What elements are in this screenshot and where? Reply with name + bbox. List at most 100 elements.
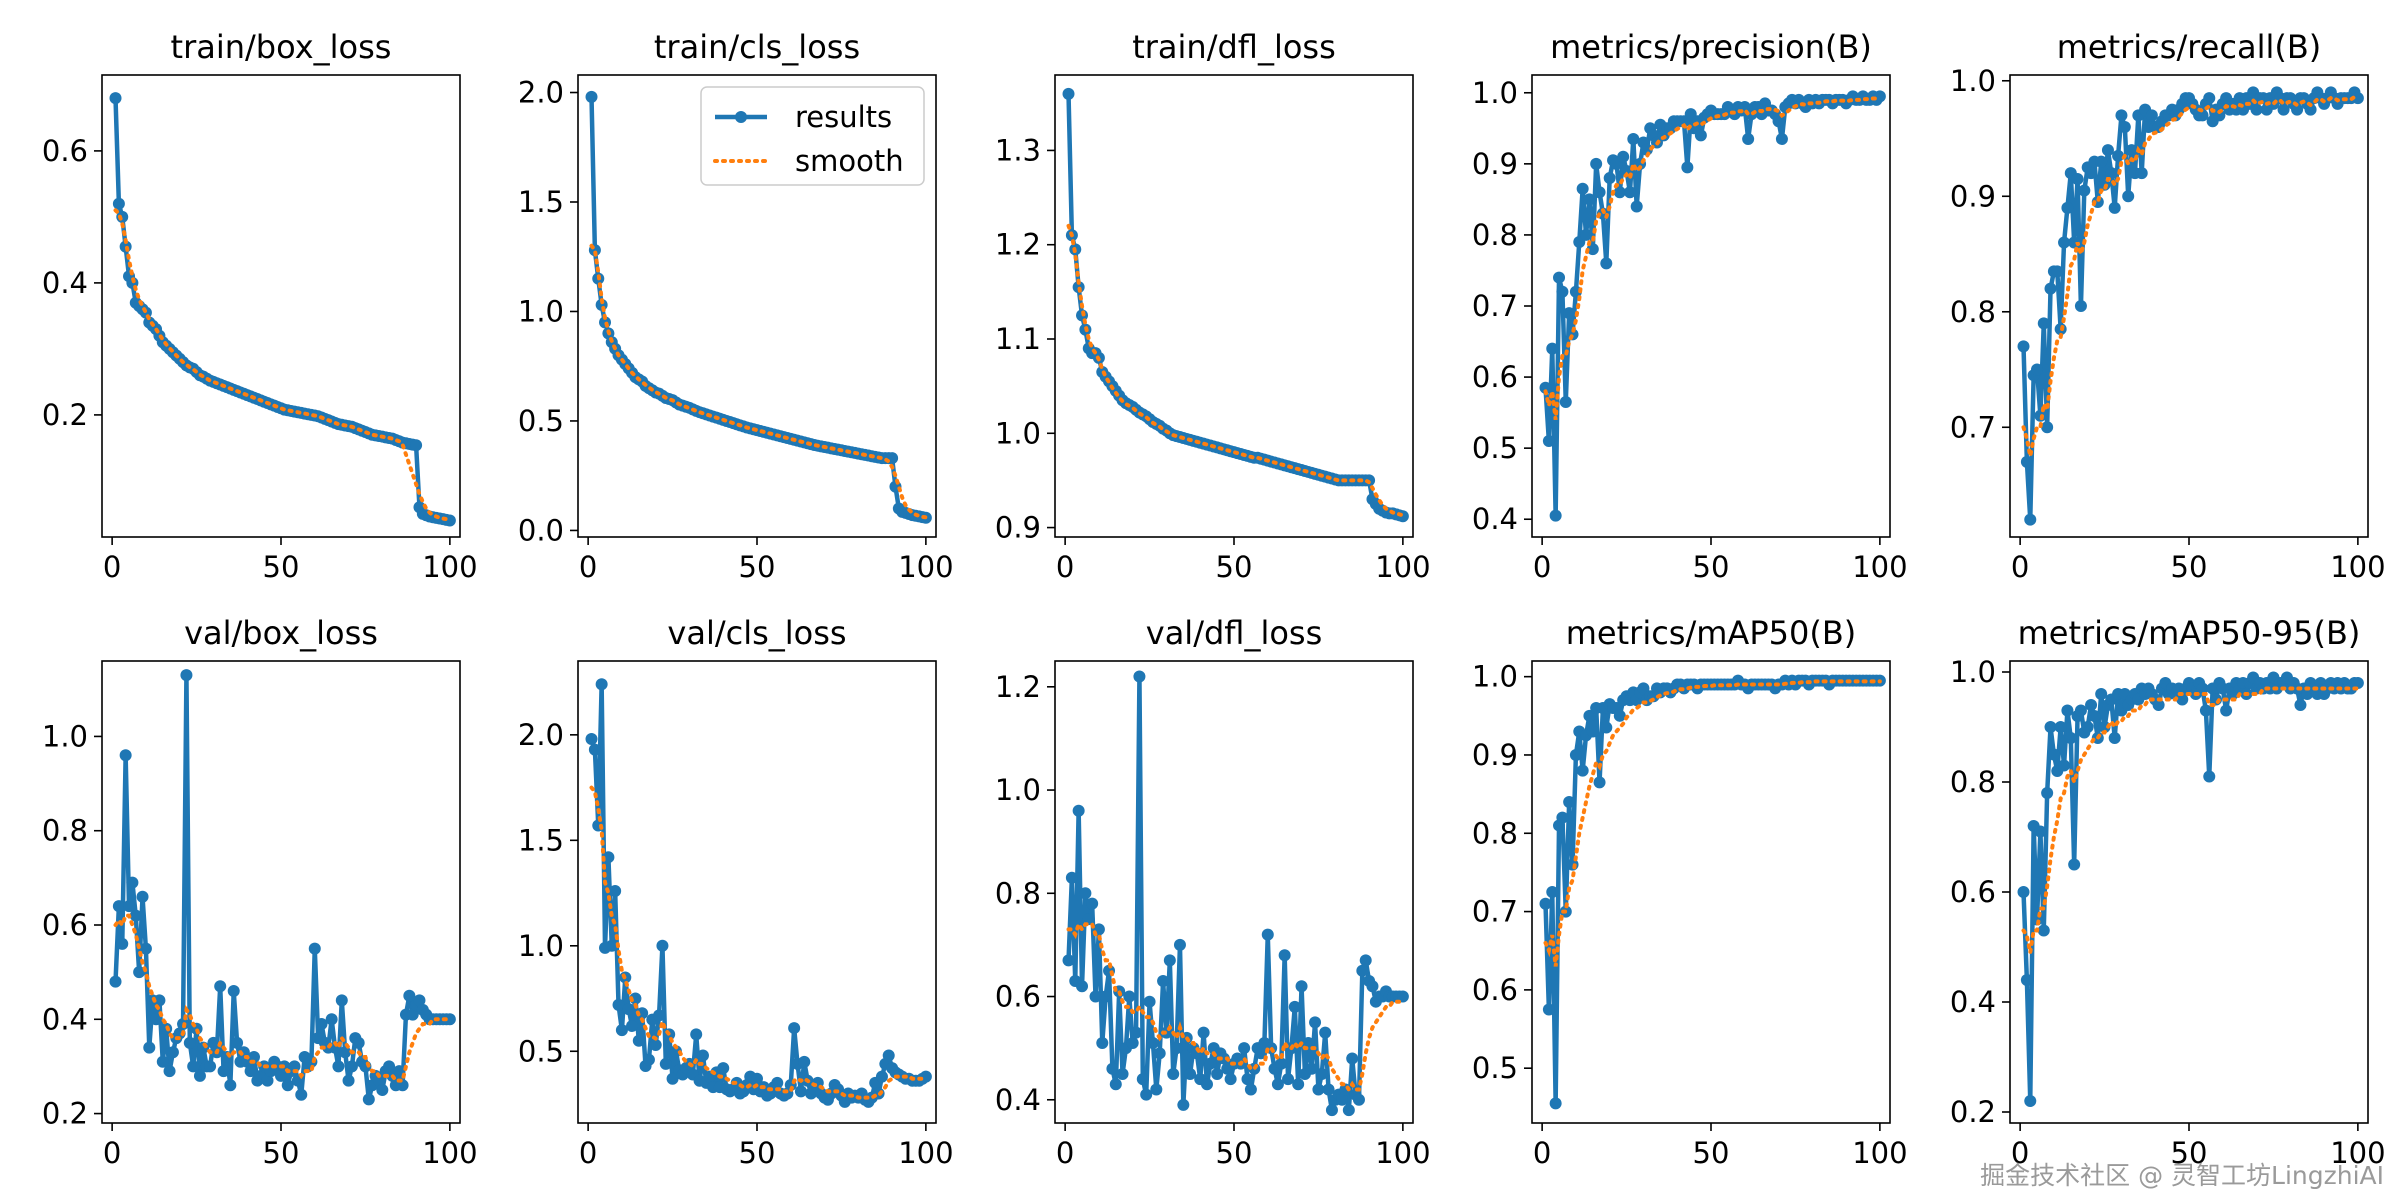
results-point	[690, 1028, 703, 1041]
plot-area	[109, 92, 456, 527]
results-point	[2068, 858, 2081, 871]
results-point	[1576, 764, 1589, 777]
results-point	[1076, 980, 1089, 993]
smooth-line	[1543, 95, 1882, 420]
results-point	[2108, 732, 2121, 744]
results-point	[112, 197, 125, 210]
results-point	[1617, 150, 1630, 163]
results-point	[2047, 748, 2060, 761]
x-tick-label: 100	[1852, 1136, 1907, 1170]
y-tick-label: 2.0	[518, 76, 564, 110]
y-tick-label: 1.0	[1950, 64, 1996, 98]
y-tick-label: 0.5	[1472, 1051, 1518, 1085]
results-point	[1873, 90, 1886, 103]
results-point	[1563, 795, 1576, 808]
y-tick-label: 0.2	[42, 1097, 88, 1131]
results-point	[383, 1060, 396, 1073]
results-point	[1539, 381, 1552, 394]
results-point	[622, 1003, 635, 1016]
results-point	[376, 1084, 389, 1096]
results-point	[133, 966, 146, 979]
plot-area	[109, 669, 456, 1106]
results-point	[136, 890, 149, 903]
results-point	[112, 900, 125, 913]
results-point	[139, 942, 152, 955]
plot-area	[1062, 87, 1409, 523]
y-tick-label: 0.5	[518, 404, 564, 438]
results-point	[1241, 1073, 1254, 1086]
chart-title: train/box_loss	[171, 28, 392, 66]
results-point	[1062, 954, 1075, 967]
chart-title: val/dfl_loss	[1146, 614, 1323, 652]
results-point	[308, 942, 321, 955]
results-point	[1086, 897, 1099, 910]
plot-area	[585, 90, 932, 524]
results-point	[214, 980, 227, 993]
results-point	[2196, 109, 2209, 122]
results-point	[2061, 704, 2074, 717]
results-point	[1255, 1047, 1268, 1060]
y-tick-label: 0.7	[1472, 289, 1518, 323]
y-tick-label: 0.4	[995, 1083, 1041, 1117]
results-point	[875, 1070, 888, 1083]
chart-metrics-recall-b: metrics/recall(B) 0 50 100 0.7 0.8 0.9 1.0	[1950, 28, 2386, 584]
results-point	[2351, 92, 2364, 105]
y-tick-label: 1.0	[1950, 655, 1996, 689]
results-point	[1197, 1026, 1210, 1039]
x-tick-label: 0	[103, 550, 121, 584]
results-point	[2203, 92, 2216, 105]
results-point	[696, 1049, 709, 1062]
chart-title: train/cls_loss	[654, 28, 860, 66]
results-point	[1539, 897, 1552, 910]
results-point	[1586, 243, 1599, 256]
x-tick-label: 0	[1056, 550, 1074, 584]
results-point	[1099, 990, 1112, 1003]
results-point	[1143, 995, 1156, 1008]
results-point	[372, 1074, 385, 1087]
y-tick-label: 1.0	[1472, 76, 1518, 110]
results-point	[126, 876, 139, 889]
results-point	[413, 994, 426, 1007]
results-point	[1627, 132, 1640, 145]
results-point	[1200, 1078, 1213, 1091]
results-point	[1600, 257, 1613, 270]
legend-smooth-label: smooth	[795, 144, 904, 178]
results-point	[1116, 1067, 1129, 1080]
smooth-line	[589, 243, 928, 520]
chart-metrics-map50-95-b: metrics/mAP50-95(B) 0 50 100 0.2 0.4 0.6 0.8 1.0	[1950, 614, 2386, 1170]
y-tick-label: 1.0	[518, 929, 564, 963]
results-point	[595, 678, 608, 691]
results-line	[113, 672, 450, 1102]
results-point	[1600, 721, 1613, 734]
results-point	[227, 985, 240, 997]
y-tick-label: 0.4	[42, 1002, 88, 1036]
results-point	[2125, 144, 2138, 157]
results-point	[659, 1057, 672, 1070]
y-tick-label: 1.2	[995, 228, 1041, 262]
y-tick-label: 0.2	[1950, 1095, 1996, 1129]
results-point	[2105, 167, 2118, 180]
y-tick-label: 0.2	[42, 398, 88, 432]
results-point	[626, 1019, 639, 1032]
x-tick-label: 100	[898, 550, 953, 584]
x-tick-label: 0	[103, 1136, 121, 1170]
y-tick-label: 0.4	[42, 266, 88, 300]
y-tick-label: 0.9	[1472, 147, 1518, 181]
y-tick-label: 1.2	[995, 670, 1041, 704]
axes-frame	[1054, 660, 1414, 1124]
results-point	[2037, 924, 2050, 937]
x-tick-label: 100	[2330, 550, 2385, 584]
results-point	[1123, 990, 1136, 1003]
results-point	[1772, 115, 1785, 128]
results-point	[2250, 103, 2263, 116]
results-point	[2085, 699, 2098, 711]
results-point	[109, 92, 122, 105]
results-point	[2085, 167, 2098, 180]
results-point	[1062, 87, 1075, 100]
results-point	[1346, 1052, 1359, 1065]
results-point	[1244, 1083, 1257, 1096]
results-point	[180, 669, 193, 682]
results-point	[1580, 228, 1593, 241]
x-tick-label: 50	[739, 1136, 776, 1170]
results-point	[275, 1069, 287, 1082]
